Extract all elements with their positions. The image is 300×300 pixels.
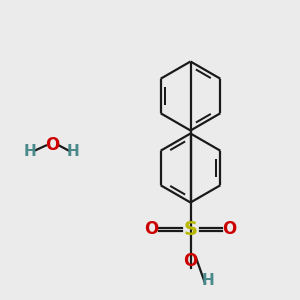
Text: S: S [184,220,197,239]
Text: O: O [45,136,60,154]
Text: H: H [202,273,215,288]
Text: H: H [24,144,36,159]
Text: O: O [183,252,198,270]
Text: H: H [67,144,80,159]
Text: O: O [222,220,237,238]
Text: O: O [144,220,159,238]
